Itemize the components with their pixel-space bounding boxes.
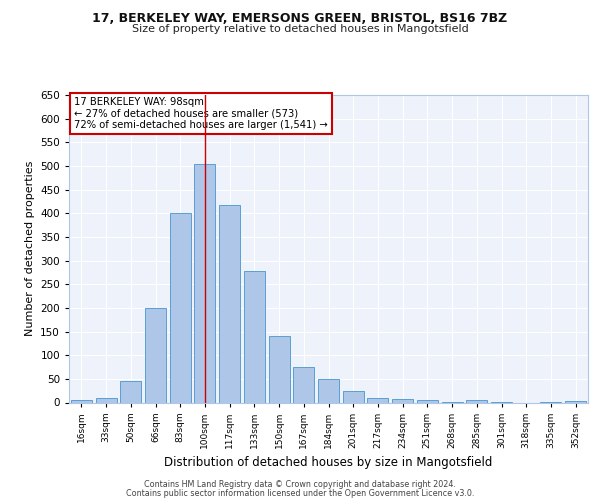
Bar — [367, 398, 388, 402]
Bar — [318, 379, 339, 402]
Bar — [145, 308, 166, 402]
Text: 17 BERKELEY WAY: 98sqm
← 27% of detached houses are smaller (573)
72% of semi-de: 17 BERKELEY WAY: 98sqm ← 27% of detached… — [74, 96, 328, 130]
Bar — [269, 336, 290, 402]
Y-axis label: Number of detached properties: Number of detached properties — [25, 161, 35, 336]
Bar — [71, 400, 92, 402]
X-axis label: Distribution of detached houses by size in Mangotsfield: Distribution of detached houses by size … — [164, 456, 493, 469]
Bar — [343, 390, 364, 402]
Bar — [170, 214, 191, 402]
Bar — [293, 367, 314, 402]
Bar — [466, 400, 487, 402]
Bar — [417, 400, 438, 402]
Text: Contains public sector information licensed under the Open Government Licence v3: Contains public sector information licen… — [126, 488, 474, 498]
Bar — [392, 398, 413, 402]
Bar — [565, 401, 586, 402]
Text: 17, BERKELEY WAY, EMERSONS GREEN, BRISTOL, BS16 7BZ: 17, BERKELEY WAY, EMERSONS GREEN, BRISTO… — [92, 12, 508, 26]
Bar — [120, 381, 141, 402]
Text: Size of property relative to detached houses in Mangotsfield: Size of property relative to detached ho… — [131, 24, 469, 34]
Bar — [219, 205, 240, 402]
Bar — [194, 164, 215, 402]
Text: Contains HM Land Registry data © Crown copyright and database right 2024.: Contains HM Land Registry data © Crown c… — [144, 480, 456, 489]
Bar — [95, 398, 116, 402]
Bar — [244, 271, 265, 402]
